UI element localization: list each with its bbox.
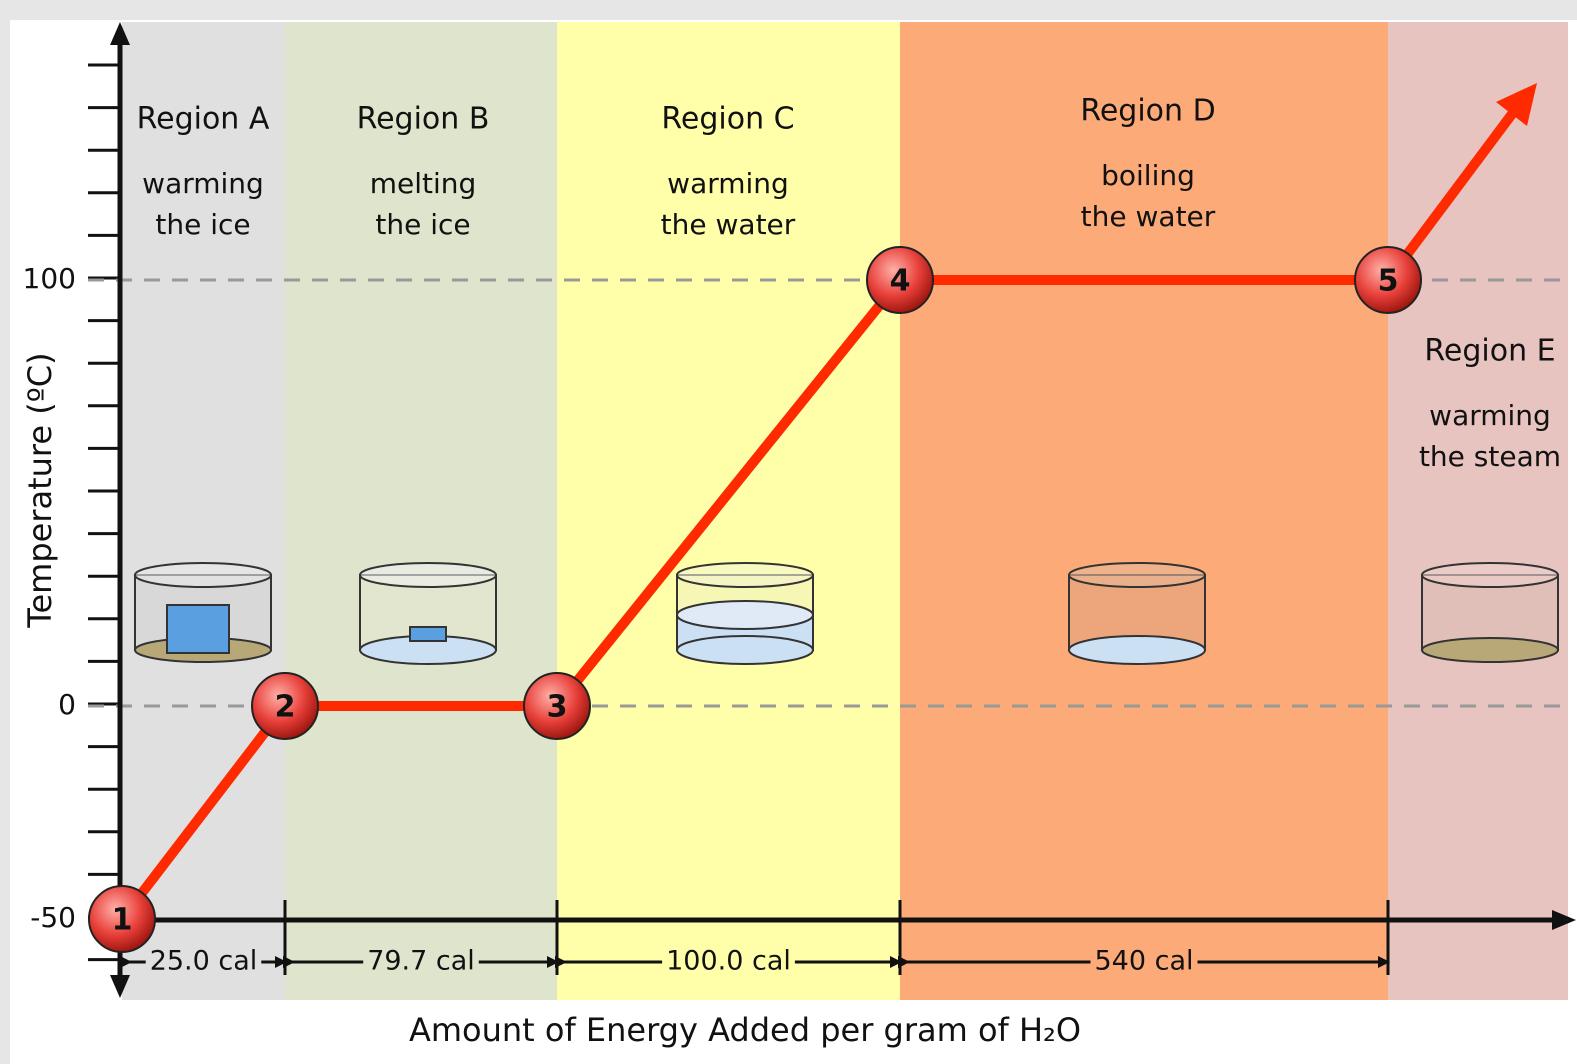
energy-label: 540 cal: [1094, 946, 1193, 977]
region: [1388, 22, 1568, 1000]
region-name: Region D: [1080, 94, 1215, 129]
point-label: 1: [112, 903, 133, 938]
y-tick-label: 100: [23, 262, 76, 295]
region: [557, 22, 900, 1000]
x-axis-label: Amount of Energy Added per gram of H₂O: [409, 1011, 1081, 1049]
region-desc: the ice: [375, 208, 470, 241]
region-name: Region C: [661, 102, 794, 137]
region-desc: melting: [370, 167, 477, 200]
energy-label: 79.7 cal: [367, 946, 475, 977]
region: [900, 22, 1388, 1000]
y-tick-label: 0: [58, 688, 76, 721]
point-label: 2: [275, 690, 296, 725]
region-desc: the steam: [1419, 440, 1561, 473]
region-desc: warming: [142, 167, 264, 200]
region-desc: the water: [661, 208, 796, 241]
point-label: 5: [1378, 264, 1399, 299]
region-desc: the ice: [155, 208, 250, 241]
region-desc: the water: [1081, 200, 1216, 233]
energy-label-bg: [145, 945, 262, 979]
axes: [110, 22, 1576, 998]
point: [523, 672, 591, 740]
region-name: Region B: [357, 102, 490, 137]
point: [866, 246, 934, 314]
region: [285, 22, 557, 1000]
steam-arrowhead: [1496, 83, 1537, 126]
point: [251, 672, 319, 740]
energy-label: 25.0 cal: [150, 946, 258, 977]
region-desc: boiling: [1101, 159, 1195, 192]
beakers: [134, 562, 1559, 665]
point-label: 3: [547, 690, 568, 725]
energy-label: 100.0 cal: [666, 946, 791, 977]
region-desc: warming: [667, 167, 789, 200]
energy-label-bg: [662, 945, 795, 979]
steam-arrow: [1383, 107, 1520, 283]
region-desc: warming: [1429, 399, 1551, 432]
point: [88, 885, 156, 953]
point-label: 4: [890, 264, 911, 299]
region-name: Region E: [1424, 334, 1555, 369]
region: [122, 22, 285, 1000]
region-name: Region A: [137, 102, 270, 137]
energy-label-bg: [1090, 945, 1198, 979]
point: [1354, 246, 1422, 314]
y-tick-label: -50: [30, 901, 76, 934]
energy-label-bg: [363, 945, 479, 979]
y-axis-label: Temperature (ºC): [21, 352, 59, 628]
